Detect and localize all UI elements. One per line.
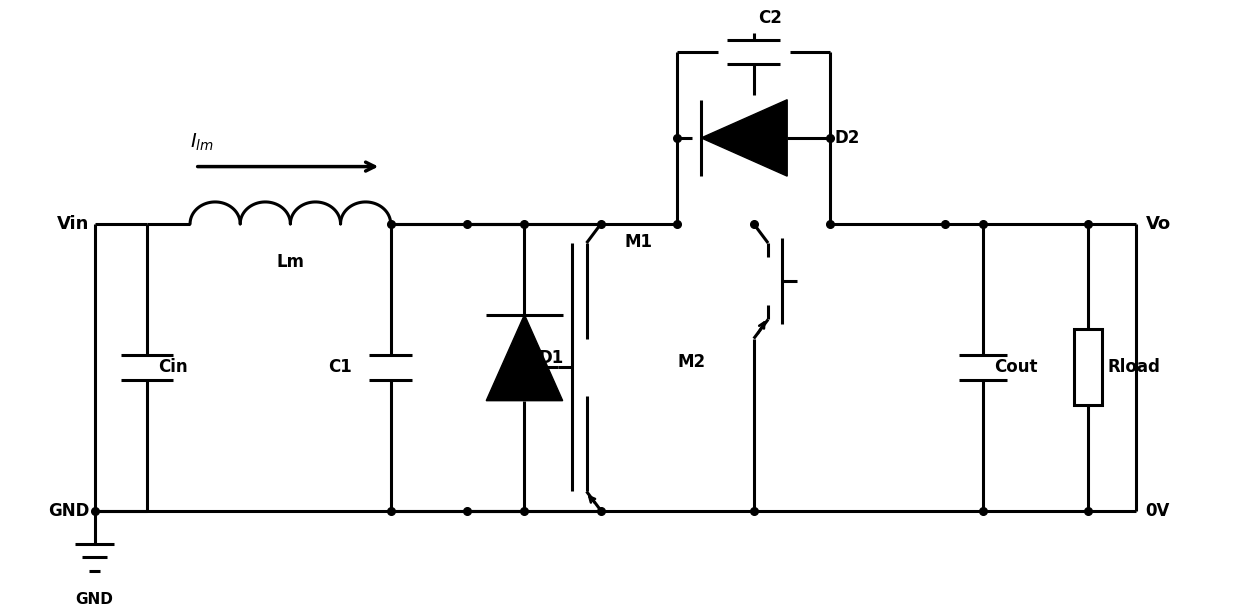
- Text: Lm: Lm: [277, 253, 304, 271]
- Text: Cin: Cin: [159, 358, 188, 376]
- Text: Vin: Vin: [57, 215, 89, 233]
- Text: D1: D1: [539, 349, 564, 367]
- Text: D2: D2: [835, 129, 861, 147]
- Text: 0V: 0V: [1146, 501, 1169, 520]
- Text: GND: GND: [76, 592, 113, 607]
- Polygon shape: [486, 315, 563, 401]
- Text: C1: C1: [329, 358, 352, 376]
- Text: C2: C2: [759, 10, 782, 27]
- Text: M1: M1: [625, 234, 652, 251]
- Text: Vo: Vo: [1146, 215, 1171, 233]
- Text: GND: GND: [48, 501, 89, 520]
- Text: Rload: Rload: [1107, 358, 1161, 376]
- Text: $\mathit{I}_{lm}$: $\mathit{I}_{lm}$: [190, 132, 215, 153]
- Polygon shape: [701, 99, 787, 176]
- Bar: [1074, 329, 1102, 406]
- Text: Cout: Cout: [994, 358, 1038, 376]
- Text: M2: M2: [677, 353, 706, 371]
